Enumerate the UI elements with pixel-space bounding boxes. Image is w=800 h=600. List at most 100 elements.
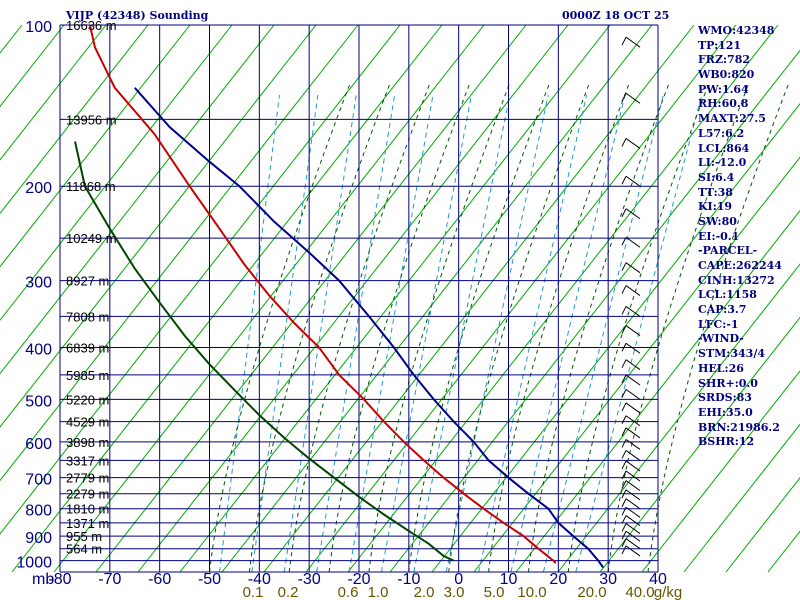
height-label: 6839 m	[66, 340, 109, 355]
sounding-index: HEL:26	[698, 361, 744, 375]
sounding-index: MAXT:27.5	[698, 112, 766, 126]
temperature-trace	[134, 87, 605, 569]
height-label: 955 m	[66, 529, 102, 544]
pressure-tick-label: 800	[25, 503, 52, 520]
wind-barb	[625, 538, 641, 550]
chart-title: VIJP (42348) Sounding	[66, 9, 209, 22]
y-axis-label: mb	[32, 571, 54, 588]
height-label: 3898 m	[66, 435, 109, 450]
pressure-tick-label: 600	[25, 436, 52, 453]
wind-barb	[625, 470, 641, 482]
moist-adiabat	[607, 84, 749, 573]
dry-adiabat	[389, 49, 800, 573]
dry-adiabat	[305, 24, 737, 573]
wind-barb-flag	[621, 306, 627, 315]
dry-adiabat	[263, 24, 695, 573]
height-label: 16636 m	[66, 18, 117, 33]
pressure-tick-label: 900	[25, 530, 52, 547]
pressure-tick-label: 400	[25, 341, 52, 358]
wind-barb-flag	[621, 415, 627, 424]
wind-barb	[625, 262, 641, 274]
wind-barb-flag	[621, 176, 627, 185]
height-label: 8927 m	[66, 274, 109, 289]
wind-barb	[625, 523, 641, 534]
wind-barb	[625, 530, 641, 542]
dry-adiabat	[557, 263, 800, 573]
wind-barb	[625, 545, 641, 557]
dry-adiabat	[641, 370, 800, 573]
wind-barb	[625, 306, 641, 317]
sounding-index: TP:121	[698, 38, 742, 52]
pressure-tick-label: 1000	[16, 555, 52, 572]
moist-adiabat	[647, 84, 789, 573]
wind-barb	[625, 92, 641, 104]
isotherms	[59, 25, 659, 572]
dry-adiabat	[53, 24, 485, 573]
wind-barb-flag	[621, 285, 627, 294]
moist-adiabat	[488, 84, 630, 573]
mixing-ratio-label: 40.0	[625, 584, 654, 600]
dry-adiabat	[0, 24, 317, 428]
wind-barb-flag	[621, 507, 627, 516]
wind-barb-flag	[621, 402, 627, 412]
wind-barb	[625, 460, 641, 472]
temperature-tick-label: 40	[649, 571, 667, 588]
height-label: 5985 m	[66, 368, 109, 383]
pressure-tick-label: 100	[25, 19, 52, 36]
height-label: 1810 m	[66, 502, 109, 517]
wind-barb-flag	[621, 359, 627, 368]
dry-adiabat	[11, 24, 443, 573]
mixing-ratio-line	[251, 94, 319, 573]
wind-barb-flag	[621, 460, 627, 470]
moist-adiabat	[527, 84, 669, 573]
sounding-index: CINH:13272	[698, 273, 775, 287]
height-label: 10249 m	[66, 231, 117, 246]
mixing-ratio-label: 0.6	[338, 584, 359, 600]
sounding-traces	[74, 24, 605, 569]
height-label: 2279 m	[66, 487, 109, 502]
sounding-index: FRZ:782	[698, 53, 751, 67]
isobars	[60, 24, 658, 573]
wind-barb-flag	[621, 498, 627, 507]
wind-barb	[625, 480, 641, 492]
dry-adiabat	[0, 24, 191, 268]
wind-barb	[625, 489, 641, 501]
sounding-index: RH:60.8	[698, 97, 749, 111]
wind-barb	[625, 439, 641, 450]
dry-adiabat	[179, 24, 611, 573]
wind-barb	[625, 415, 641, 427]
wind-barb-flag	[621, 374, 627, 384]
mixing-ratio-label: 10.0	[517, 584, 546, 600]
sounding-index: BRN:21986.2	[698, 420, 780, 434]
wind-barb-flag	[621, 489, 627, 499]
dry-adiabat	[0, 24, 23, 54]
sounding-index: -WIND-	[698, 332, 744, 346]
wind-barb	[625, 208, 641, 220]
wind-barb	[625, 36, 641, 48]
mixing-ratio-label: 20.0	[577, 584, 606, 600]
wind-barb-flag	[621, 343, 627, 352]
dewpoint-trace	[88, 24, 557, 564]
height-label: 5220 m	[66, 392, 109, 407]
wind-barb-flag	[621, 545, 627, 555]
temperature-tick-label: -30	[298, 571, 321, 588]
mixing-ratio-line	[510, 94, 626, 573]
mixing-ratio-label: 3.0	[444, 584, 465, 600]
wind-barb	[625, 236, 641, 248]
mixing-ratio-line	[218, 94, 280, 573]
mixing-ratio-lines	[218, 94, 703, 573]
temperature-tick-label: 30	[599, 571, 617, 588]
temperature-tick-label: -70	[98, 571, 121, 588]
dry-adiabat	[683, 423, 800, 573]
wind-barb	[625, 402, 641, 414]
sounding-index: -PARCEL-	[698, 244, 758, 258]
wind-barb-flag	[621, 237, 627, 246]
mixing-ratio-label: g/kg	[654, 584, 682, 600]
wind-barb	[625, 450, 641, 461]
dry-adiabat	[0, 24, 149, 215]
sounding-index: BSHR:12	[698, 435, 755, 449]
temperature-tick-label: -10	[397, 571, 420, 588]
axis-labels: 16636 m 13956 m 11868 m 10249 m 8927 m 7808 m…	[16, 18, 682, 600]
dry-adiabat	[0, 24, 107, 161]
height-label: 1371 m	[66, 516, 109, 531]
